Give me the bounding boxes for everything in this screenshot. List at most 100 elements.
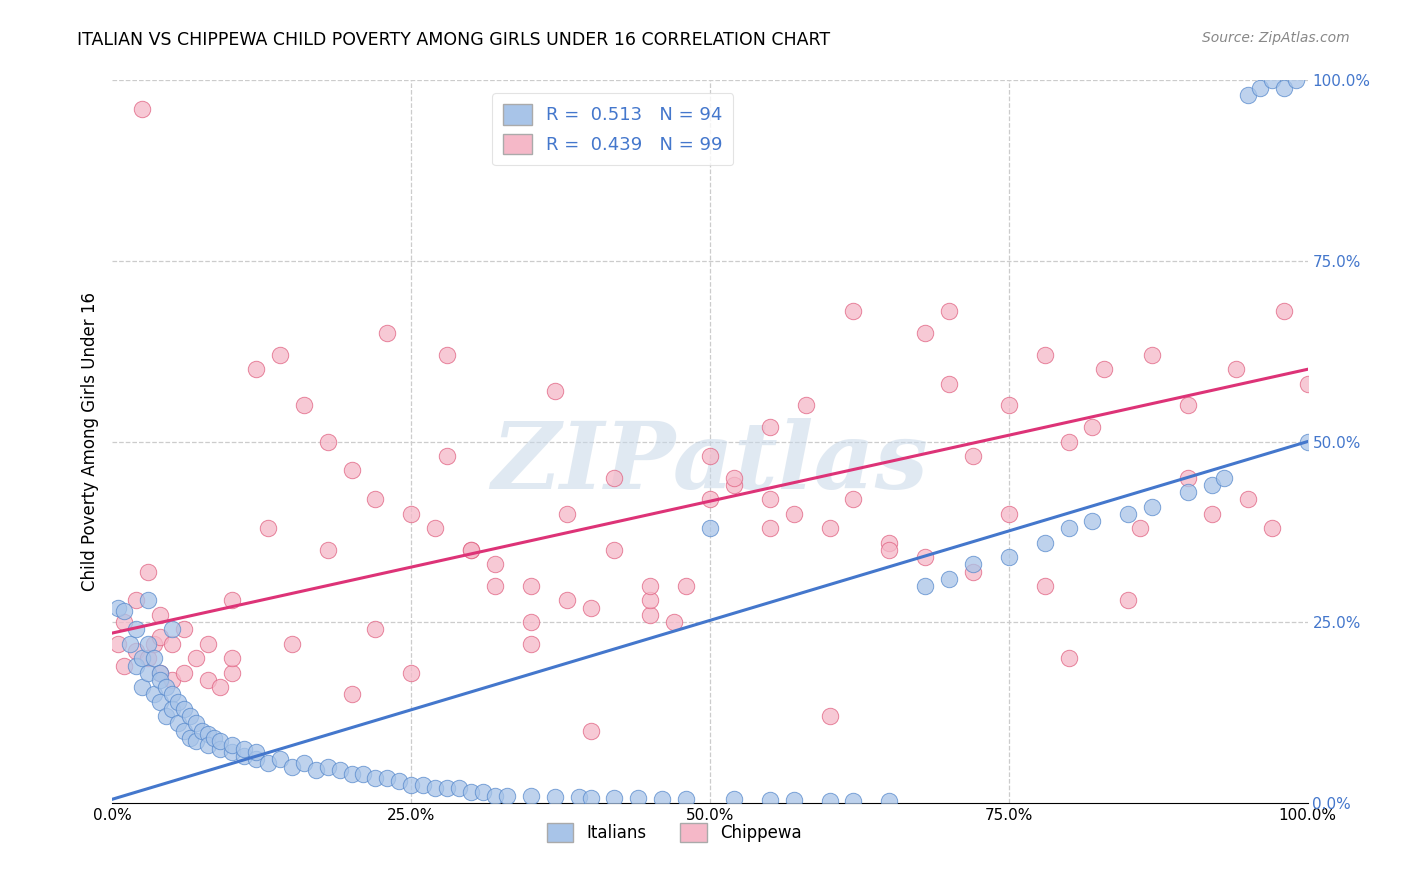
- Point: [143, 687, 166, 701]
- Point: [555, 593, 578, 607]
- Point: [962, 558, 984, 572]
- Point: [221, 738, 243, 752]
- Point: [167, 695, 190, 709]
- Point: [221, 665, 243, 680]
- Point: [842, 794, 865, 808]
- Point: [1081, 514, 1104, 528]
- Point: [640, 607, 662, 622]
- Point: [842, 492, 865, 507]
- Point: [879, 542, 901, 557]
- Point: [197, 727, 219, 741]
- Point: [173, 702, 195, 716]
- Point: [377, 771, 399, 785]
- Point: [364, 771, 387, 785]
- Point: [1033, 579, 1056, 593]
- Point: [818, 709, 841, 723]
- Legend: Italians, Chippewa: Italians, Chippewa: [540, 816, 808, 848]
- Point: [125, 623, 148, 637]
- Point: [496, 789, 519, 803]
- Point: [197, 738, 219, 752]
- Point: [197, 673, 219, 687]
- Text: Source: ZipAtlas.com: Source: ZipAtlas.com: [1202, 31, 1350, 45]
- Point: [1118, 507, 1140, 521]
- Point: [221, 593, 243, 607]
- Point: [579, 600, 602, 615]
- Point: [759, 492, 782, 507]
- Point: [543, 790, 565, 805]
- Point: [447, 781, 470, 796]
- Point: [107, 600, 129, 615]
- Point: [245, 752, 267, 766]
- Point: [131, 102, 153, 116]
- Point: [179, 709, 201, 723]
- Point: [651, 792, 673, 806]
- Point: [998, 550, 1021, 565]
- Point: [120, 637, 142, 651]
- Point: [1142, 348, 1164, 362]
- Point: [149, 665, 172, 680]
- Point: [107, 637, 129, 651]
- Point: [162, 623, 183, 637]
- Point: [962, 449, 984, 463]
- Point: [1057, 434, 1080, 449]
- Point: [425, 781, 447, 796]
- Point: [114, 615, 135, 630]
- Point: [162, 637, 183, 651]
- Point: [842, 304, 865, 318]
- Point: [782, 793, 804, 807]
- Point: [1249, 80, 1271, 95]
- Point: [173, 723, 195, 738]
- Point: [520, 789, 543, 803]
- Point: [723, 792, 745, 806]
- Point: [186, 651, 208, 665]
- Point: [191, 723, 214, 738]
- Point: [329, 764, 352, 778]
- Point: [1272, 80, 1295, 95]
- Point: [484, 579, 506, 593]
- Point: [233, 741, 256, 756]
- Point: [460, 785, 482, 799]
- Point: [794, 398, 817, 412]
- Point: [627, 791, 650, 805]
- Point: [914, 550, 936, 565]
- Point: [520, 637, 543, 651]
- Point: [1225, 362, 1247, 376]
- Point: [484, 789, 506, 803]
- Point: [568, 790, 591, 805]
- Point: [484, 558, 506, 572]
- Point: [759, 793, 782, 807]
- Point: [173, 665, 195, 680]
- Point: [114, 604, 135, 618]
- Point: [1285, 73, 1308, 87]
- Point: [699, 492, 721, 507]
- Point: [460, 542, 482, 557]
- Point: [209, 680, 232, 694]
- Point: [603, 542, 626, 557]
- Point: [962, 565, 984, 579]
- Point: [173, 623, 195, 637]
- Point: [149, 673, 172, 687]
- Point: [292, 756, 315, 770]
- Text: ITALIAN VS CHIPPEWA CHILD POVERTY AMONG GIRLS UNDER 16 CORRELATION CHART: ITALIAN VS CHIPPEWA CHILD POVERTY AMONG …: [77, 31, 831, 49]
- Point: [162, 702, 183, 716]
- Point: [209, 734, 232, 748]
- Point: [603, 790, 626, 805]
- Point: [209, 741, 232, 756]
- Point: [436, 348, 458, 362]
- Point: [640, 579, 662, 593]
- Point: [1177, 398, 1199, 412]
- Point: [520, 579, 543, 593]
- Point: [179, 731, 201, 745]
- Point: [377, 326, 399, 340]
- Text: ZIPatlas: ZIPatlas: [492, 418, 928, 508]
- Point: [472, 785, 495, 799]
- Point: [155, 680, 177, 694]
- Point: [316, 760, 339, 774]
- Point: [759, 420, 782, 434]
- Point: [1033, 348, 1056, 362]
- Point: [401, 778, 423, 792]
- Point: [1296, 434, 1319, 449]
- Point: [340, 687, 363, 701]
- Point: [269, 752, 291, 766]
- Y-axis label: Child Poverty Among Girls Under 16: Child Poverty Among Girls Under 16: [80, 292, 98, 591]
